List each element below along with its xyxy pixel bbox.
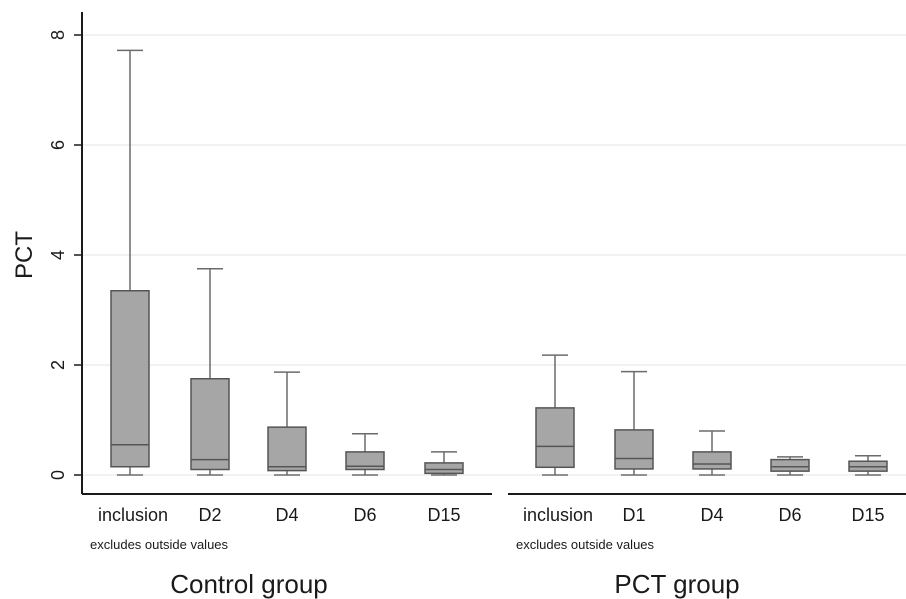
category-label: D4 [275, 505, 298, 525]
box [424, 462, 464, 475]
excludes-note: excludes outside values [90, 537, 229, 552]
category-label: D15 [851, 505, 884, 525]
panels: inclusion D2 D4 D6 D15 excludes outside value… [82, 49, 906, 599]
category-label: D6 [778, 505, 801, 525]
box [345, 451, 385, 471]
y-tick-label: 8 [48, 30, 68, 40]
box [110, 290, 150, 468]
panel-2: inclusion D1 D4 D6 D15 excludes outside value… [508, 354, 906, 599]
category-label: D2 [198, 505, 221, 525]
group-title: PCT group [614, 569, 739, 599]
category-label: inclusion [98, 505, 168, 525]
box [692, 451, 732, 470]
excludes-note: excludes outside values [516, 537, 655, 552]
y-tick-label: 2 [48, 360, 68, 370]
category-label: inclusion [523, 505, 593, 525]
y-tick-label: 0 [48, 470, 68, 480]
box [535, 407, 575, 469]
box [190, 378, 230, 471]
category-label: D6 [353, 505, 376, 525]
box [770, 458, 810, 472]
category-label: D15 [427, 505, 460, 525]
box [267, 426, 307, 472]
box [614, 429, 654, 470]
y-tick-label: 6 [48, 140, 68, 150]
group-title: Control group [170, 569, 328, 599]
category-label: D1 [622, 505, 645, 525]
y-tick-label: 4 [48, 250, 68, 260]
category-label: D4 [700, 505, 723, 525]
y-axis-label: PCT [11, 231, 38, 279]
panel-1: inclusion D2 D4 D6 D15 excludes outside value… [82, 49, 492, 599]
gridlines [82, 34, 906, 476]
y-axis: 0 2 4 6 8 [48, 12, 83, 494]
